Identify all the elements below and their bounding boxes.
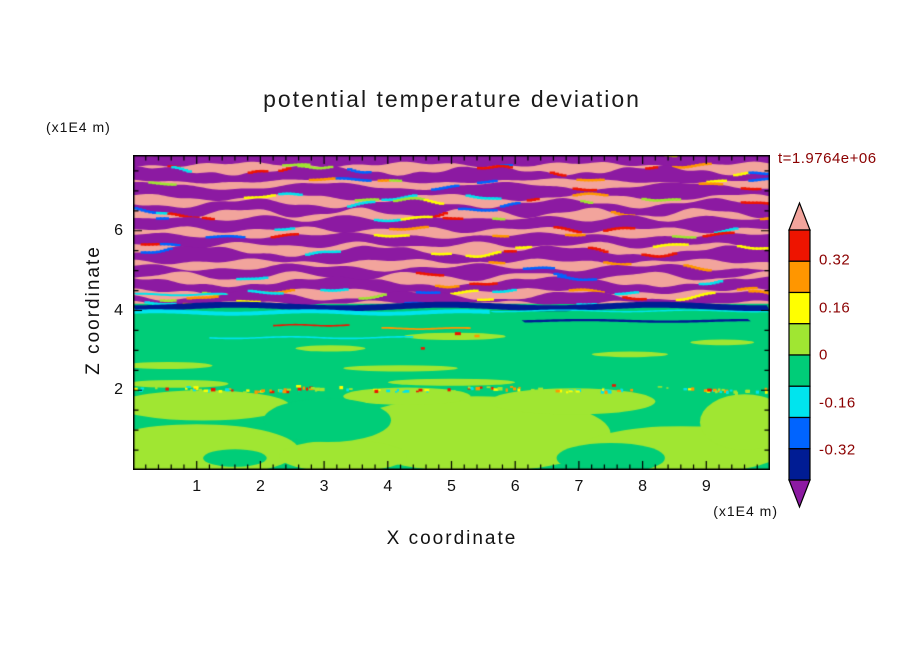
x-tick-label: 9 (701, 478, 711, 495)
y-tick-label: 6 (114, 221, 123, 239)
x-tick-label: 7 (574, 478, 584, 495)
colorbar-tick-label: 0.32 (819, 251, 851, 269)
x-tick-label: 5 (447, 478, 456, 495)
x-axis-unit-label: (x1E4 m) (713, 503, 778, 519)
x-tick-label: 4 (383, 478, 393, 495)
plot-title: potential temperature deviation (263, 86, 641, 112)
colorbar-tick-label: -0.32 (819, 441, 856, 459)
colorbar-tick-label: -0.16 (819, 394, 856, 411)
plot-canvas (133, 155, 770, 470)
y-tick-label: 4 (114, 301, 123, 319)
x-tick-label: 6 (510, 478, 520, 495)
x-tick-label: 2 (255, 478, 265, 495)
y-axis-unit-label: (x1E4 m) (46, 119, 111, 135)
y-axis-title: Z coordinate (83, 245, 104, 375)
y-tick-label: 2 (114, 381, 123, 399)
colorbar-tick-label: 0 (819, 346, 828, 364)
x-tick-label: 3 (319, 478, 329, 495)
time-annotation: t=1.9764e+06 (778, 150, 877, 167)
colorbar-tick-label: 0.16 (819, 299, 851, 316)
x-axis-title: X coordinate (386, 528, 518, 549)
x-tick-label: 1 (192, 478, 202, 495)
x-tick-label: 8 (638, 478, 648, 495)
